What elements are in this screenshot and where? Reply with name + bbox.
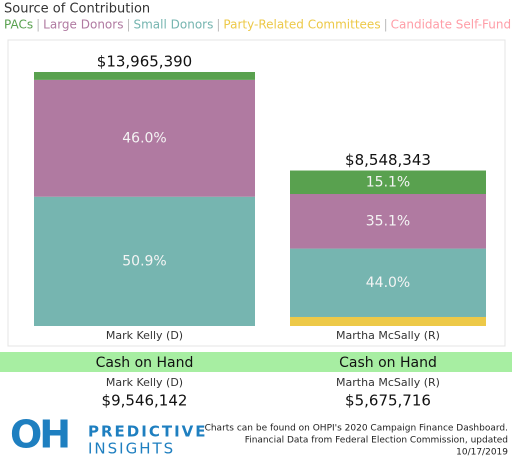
footer-line: Charts can be found on OHPI's 2020 Campa… — [205, 424, 508, 434]
legend-separator: | — [126, 18, 130, 32]
legend-entry: Candidate Self-Funding — [391, 18, 512, 32]
legend-entry: Small Donors — [134, 18, 214, 32]
cash-amount: $5,675,716 — [345, 392, 431, 410]
bar-segment — [34, 79, 255, 197]
legend: PACs | Large Donors | Small Donors | Party-Rel… — [4, 18, 512, 32]
cash-on-hand: Cash on Hand Mark Kelly (D) $9,546,142 Cash… — [0, 352, 512, 410]
cash-band — [0, 352, 512, 372]
data-label: 50.9% — [122, 253, 166, 269]
legend-separator: | — [36, 18, 40, 32]
footer-line: Financial Data from Federal Election Com… — [245, 436, 508, 446]
legend-entry: Large Donors — [43, 18, 123, 32]
bars: 50.9% 46.0% $13,965,390 Mark Kelly (D) 44.0%… — [34, 53, 486, 342]
data-label: 35.1% — [366, 213, 410, 229]
bar-segment — [290, 194, 486, 249]
cash-name: Mark Kelly (D) — [106, 376, 183, 389]
footer: Charts can be found on OHPI's 2020 Campa… — [205, 424, 509, 458]
legend-separator: | — [216, 18, 220, 32]
footer-line: 10/17/2019 — [456, 448, 508, 458]
x-tick-label: Mark Kelly (D) — [106, 329, 183, 342]
cash-name: Martha McSally (R) — [336, 376, 440, 389]
logo-mark: OH — [10, 413, 68, 457]
data-label: 15.1% — [366, 174, 410, 190]
bar-segment — [290, 248, 486, 317]
legend-separator: | — [384, 18, 388, 32]
data-label: 44.0% — [366, 275, 410, 291]
logo-line: INSIGHTS — [88, 440, 175, 458]
cash-amount: $9,546,142 — [102, 392, 188, 410]
logo-line: PREDICTIVE — [88, 423, 208, 441]
cash-header: Cash on Hand — [96, 355, 194, 371]
bar-segment — [34, 72, 255, 80]
total-label: $8,548,343 — [345, 151, 431, 169]
bar-segment — [290, 170, 486, 195]
chart-title: Source of Contribution — [4, 2, 150, 17]
bar-segment — [290, 316, 486, 326]
chart-frame — [7, 39, 506, 347]
data-label: 46.0% — [122, 130, 166, 146]
cash-header: Cash on Hand — [339, 355, 437, 371]
x-tick-label: Martha McSally (R) — [336, 329, 440, 342]
logo: OH PREDICTIVE INSIGHTS — [10, 413, 208, 458]
legend-entry: PACs — [4, 18, 33, 32]
legend-entry: Party-Related Committees — [223, 18, 380, 32]
bar-segment — [34, 196, 255, 326]
total-label: $13,965,390 — [97, 53, 192, 71]
